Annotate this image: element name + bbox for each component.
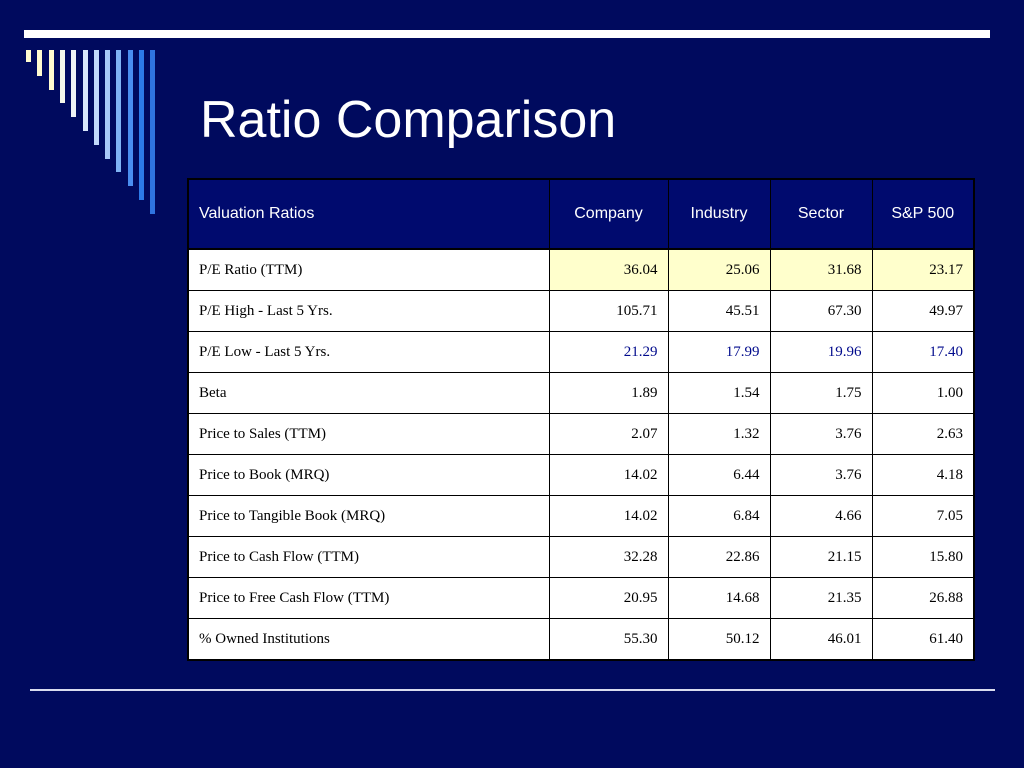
row-label: % Owned Institutions [187, 618, 550, 661]
company-value: 2.07 [548, 413, 669, 455]
sp500-value: 7.05 [871, 495, 975, 537]
industry-value: 25.06 [667, 248, 771, 291]
sp500-value: 4.18 [871, 454, 975, 496]
ratio-table-container: Valuation Ratios Company Industry Sector… [187, 178, 975, 661]
industry-value: 22.86 [667, 536, 771, 578]
table-row: Price to Cash Flow (TTM) 32.28 22.86 21.… [187, 536, 975, 578]
slide-title: Ratio Comparison [200, 91, 617, 149]
sector-value: 46.01 [769, 618, 873, 661]
industry-value: 6.44 [667, 454, 771, 496]
industry-value: 45.51 [667, 290, 771, 332]
row-label: Price to Tangible Book (MRQ) [187, 495, 550, 537]
decorative-stripe [127, 50, 133, 187]
company-value: 21.29 [548, 331, 669, 373]
table-body: P/E Ratio (TTM) 36.04 25.06 31.68 23.17 … [187, 248, 975, 661]
sector-value: 31.68 [769, 248, 873, 291]
industry-value: 17.99 [667, 331, 771, 373]
decorative-stripe [71, 50, 77, 118]
decorative-stripe [37, 50, 43, 76]
table-row: Price to Book (MRQ) 14.02 6.44 3.76 4.18 [187, 454, 975, 496]
decorative-stripe [105, 50, 111, 159]
table-row: Price to Free Cash Flow (TTM) 20.95 14.6… [187, 577, 975, 619]
sector-value: 67.30 [769, 290, 873, 332]
sector-value: 21.35 [769, 577, 873, 619]
decorative-stripe [150, 50, 156, 214]
row-label: P/E High - Last 5 Yrs. [187, 290, 550, 332]
row-label: Price to Free Cash Flow (TTM) [187, 577, 550, 619]
sector-value: 3.76 [769, 454, 873, 496]
decorative-stripe [26, 50, 31, 62]
decorative-stripe [59, 50, 65, 104]
bottom-rule [30, 689, 995, 691]
sp500-value: 49.97 [871, 290, 975, 332]
company-value: 32.28 [548, 536, 669, 578]
sector-value: 4.66 [769, 495, 873, 537]
decorative-stripe [82, 50, 88, 131]
sp500-value: 2.63 [871, 413, 975, 455]
sp500-value: 23.17 [871, 248, 975, 291]
table-row: % Owned Institutions 55.30 50.12 46.01 6… [187, 618, 975, 661]
decorative-stripe [48, 50, 54, 90]
company-value: 55.30 [548, 618, 669, 661]
decorative-stripes [0, 0, 180, 220]
table-row: P/E High - Last 5 Yrs. 105.71 45.51 67.3… [187, 290, 975, 332]
industry-value: 50.12 [667, 618, 771, 661]
sp500-value: 61.40 [871, 618, 975, 661]
decorative-stripe [139, 50, 144, 200]
sp500-value: 26.88 [871, 577, 975, 619]
table-row: P/E Low - Last 5 Yrs. 21.29 17.99 19.96 … [187, 331, 975, 373]
industry-value: 1.54 [667, 372, 771, 414]
decorative-stripe [116, 50, 122, 173]
decorative-stripe [93, 50, 99, 145]
industry-value: 1.32 [667, 413, 771, 455]
row-label: Beta [187, 372, 550, 414]
company-value: 14.02 [548, 495, 669, 537]
table-row: Price to Sales (TTM) 2.07 1.32 3.76 2.63 [187, 413, 975, 455]
sector-value: 3.76 [769, 413, 873, 455]
company-value: 14.02 [548, 454, 669, 496]
company-value: 36.04 [548, 248, 669, 291]
company-value: 1.89 [548, 372, 669, 414]
sp500-value: 15.80 [871, 536, 975, 578]
header-company: Company [548, 178, 669, 250]
header-sp500: S&P 500 [871, 178, 975, 250]
sector-value: 21.15 [769, 536, 873, 578]
sp500-value: 17.40 [871, 331, 975, 373]
industry-value: 6.84 [667, 495, 771, 537]
header-valuation-ratios: Valuation Ratios [187, 178, 550, 250]
header-industry: Industry [667, 178, 771, 250]
sp500-value: 1.00 [871, 372, 975, 414]
table-header-row: Valuation Ratios Company Industry Sector… [187, 178, 975, 250]
company-value: 20.95 [548, 577, 669, 619]
sector-value: 1.75 [769, 372, 873, 414]
row-label: Price to Book (MRQ) [187, 454, 550, 496]
row-label: P/E Low - Last 5 Yrs. [187, 331, 550, 373]
sector-value: 19.96 [769, 331, 873, 373]
header-sector: Sector [769, 178, 873, 250]
row-label: P/E Ratio (TTM) [187, 248, 550, 291]
industry-value: 14.68 [667, 577, 771, 619]
table-row: P/E Ratio (TTM) 36.04 25.06 31.68 23.17 [187, 248, 975, 291]
company-value: 105.71 [548, 290, 669, 332]
row-label: Price to Cash Flow (TTM) [187, 536, 550, 578]
top-rule [24, 30, 990, 38]
table-row: Price to Tangible Book (MRQ) 14.02 6.84 … [187, 495, 975, 537]
table-row: Beta 1.89 1.54 1.75 1.00 [187, 372, 975, 414]
row-label: Price to Sales (TTM) [187, 413, 550, 455]
ratio-table: Valuation Ratios Company Industry Sector… [187, 178, 975, 661]
